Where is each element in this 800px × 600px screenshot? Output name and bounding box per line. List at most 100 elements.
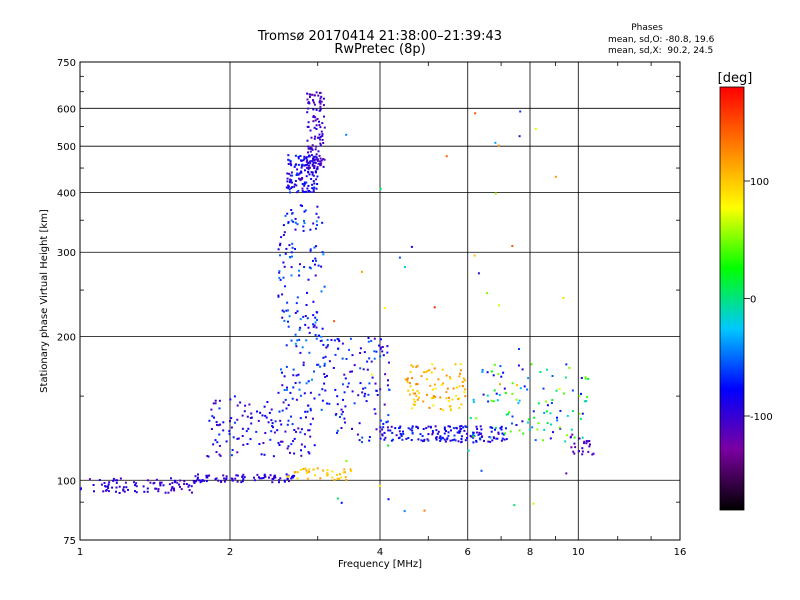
data-point <box>315 212 318 215</box>
data-point <box>312 157 315 160</box>
data-point <box>218 444 221 447</box>
data-point <box>311 164 314 167</box>
data-point <box>205 474 208 477</box>
data-point <box>216 423 218 426</box>
data-point <box>201 479 204 482</box>
data-point <box>448 396 450 399</box>
data-point <box>323 126 326 129</box>
data-point <box>307 326 310 329</box>
data-point <box>376 394 379 396</box>
data-point <box>383 431 386 434</box>
data-point <box>278 271 281 274</box>
data-point <box>230 454 233 457</box>
data-point <box>241 435 244 437</box>
data-point <box>517 364 520 367</box>
data-point <box>368 436 371 438</box>
data-point <box>319 157 322 160</box>
data-point <box>291 397 294 400</box>
data-point <box>304 209 307 212</box>
data-point <box>447 434 450 437</box>
data-point <box>282 234 285 236</box>
data-point <box>416 364 419 367</box>
data-point <box>168 483 171 486</box>
data-point <box>180 488 183 491</box>
data-point <box>324 376 327 378</box>
data-point <box>320 159 323 162</box>
data-point <box>480 469 483 472</box>
data-point <box>447 400 450 402</box>
data-point <box>319 126 322 129</box>
data-point <box>272 478 275 481</box>
data-point <box>301 204 303 207</box>
data-point <box>489 436 492 439</box>
data-point <box>303 392 306 395</box>
data-point <box>303 164 306 167</box>
data-point <box>497 373 500 376</box>
data-point <box>373 357 376 360</box>
data-point <box>289 178 292 181</box>
data-point <box>228 433 231 435</box>
data-point <box>312 417 314 420</box>
data-point <box>549 412 552 415</box>
data-point <box>278 410 281 413</box>
data-point <box>281 309 284 312</box>
data-point <box>300 170 303 173</box>
data-point <box>170 489 173 492</box>
data-point <box>404 378 407 381</box>
data-point <box>281 384 284 387</box>
data-point <box>460 425 463 427</box>
data-point <box>198 479 200 482</box>
data-point <box>236 418 239 421</box>
data-point <box>374 382 377 385</box>
data-point <box>310 154 313 157</box>
data-point <box>505 427 507 430</box>
data-point <box>313 137 316 140</box>
data-point <box>291 255 293 258</box>
data-point <box>296 191 299 194</box>
data-point <box>381 433 384 436</box>
data-point <box>316 158 319 161</box>
data-point <box>335 473 338 476</box>
data-point <box>360 270 363 273</box>
data-point <box>279 242 282 245</box>
data-point <box>358 439 361 442</box>
data-point <box>291 181 293 184</box>
data-point <box>465 426 468 428</box>
data-point <box>325 346 328 349</box>
data-point <box>269 474 272 477</box>
data-point <box>387 429 390 432</box>
data-point <box>312 190 315 193</box>
data-point <box>242 478 245 480</box>
data-point <box>305 416 307 419</box>
data-point <box>272 426 274 429</box>
data-point <box>455 386 458 389</box>
data-point <box>390 425 393 428</box>
data-point <box>464 388 467 391</box>
data-point <box>314 321 317 324</box>
data-point <box>188 489 191 492</box>
data-point <box>426 378 428 381</box>
data-point <box>309 162 312 165</box>
data-point <box>236 480 239 483</box>
data-point <box>315 245 318 248</box>
data-point <box>197 473 199 476</box>
data-point <box>296 471 299 474</box>
data-point <box>497 431 500 434</box>
data-point <box>143 490 146 493</box>
data-point <box>273 431 276 434</box>
data-point <box>344 421 346 424</box>
data-point <box>462 426 465 429</box>
data-point <box>463 391 466 394</box>
data-point <box>309 248 312 251</box>
data-point <box>307 145 310 148</box>
data-point <box>162 484 165 487</box>
data-point <box>552 431 554 434</box>
data-point <box>316 183 319 185</box>
data-point <box>247 427 250 430</box>
data-point <box>286 212 289 215</box>
data-point <box>412 398 415 401</box>
data-point <box>429 384 432 387</box>
data-point <box>431 363 434 366</box>
data-point <box>410 364 413 367</box>
